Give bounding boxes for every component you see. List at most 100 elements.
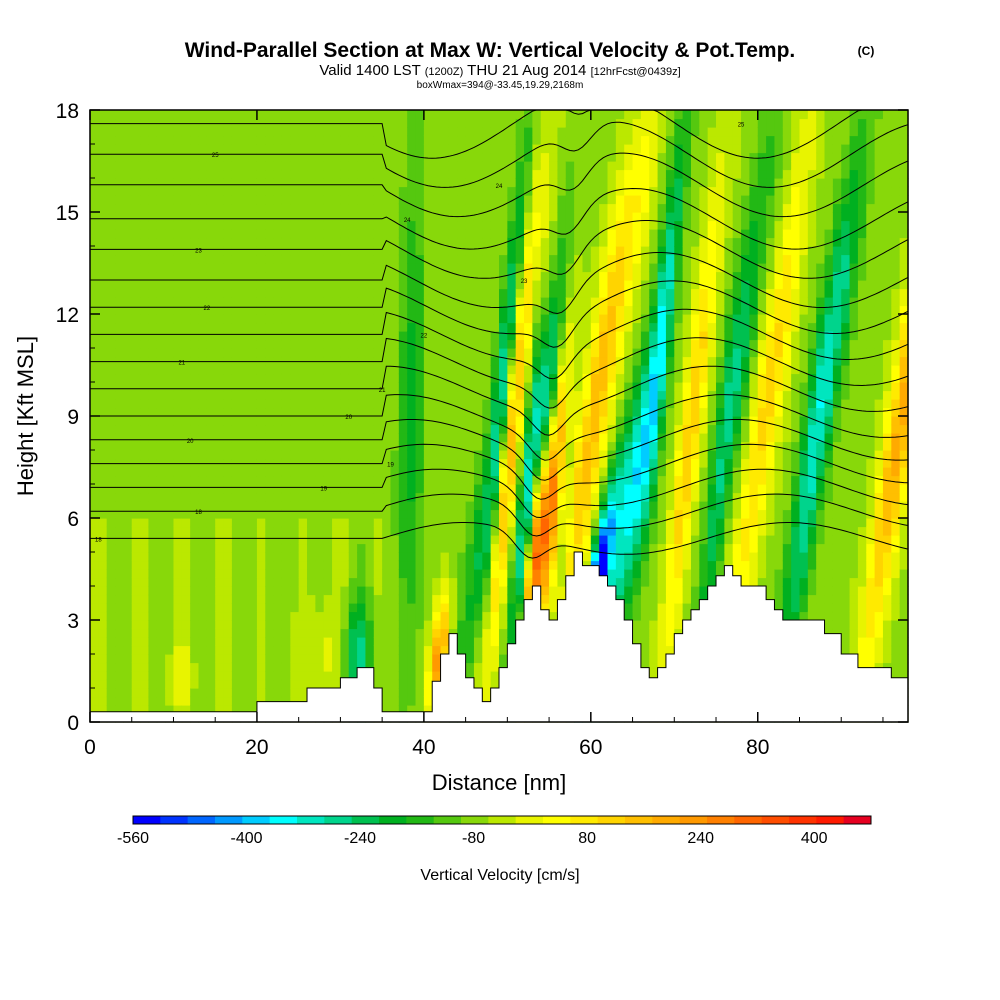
velocity-cell [332,178,342,188]
velocity-cell [382,152,392,162]
velocity-cell [332,501,342,511]
velocity-cell [315,450,325,460]
velocity-cell [181,543,191,553]
velocity-cell [307,671,316,681]
velocity-cell [190,467,200,477]
velocity-cell [532,458,542,468]
velocity-cell [215,577,225,587]
velocity-cell [348,339,358,349]
velocity-cell [240,441,250,451]
velocity-cell [340,637,350,647]
velocity-cell [540,501,550,511]
velocity-cell [323,620,333,630]
velocity-cell [574,416,584,426]
velocity-cell [115,212,124,222]
velocity-cell [348,577,358,587]
velocity-cell [223,603,233,613]
velocity-cell [148,186,158,196]
velocity-cell [265,679,275,689]
velocity-cell [190,348,200,358]
velocity-cell [365,475,375,485]
velocity-cell [190,441,200,451]
velocity-cell [106,348,116,358]
velocity-cell [98,390,108,400]
velocity-cell [156,416,166,426]
velocity-cell [332,467,342,477]
velocity-cell [574,390,584,400]
velocity-cell [432,271,442,281]
velocity-cell [490,611,500,621]
velocity-cell [599,441,609,451]
velocity-cell [273,246,283,256]
velocity-cell [281,416,291,426]
velocity-cell [365,220,375,230]
velocity-cell [206,594,216,604]
velocity-cell [432,509,442,519]
velocity-cell [307,416,316,426]
velocity-cell [574,509,584,519]
velocity-cell [574,220,584,230]
velocity-cell [340,399,350,409]
velocity-cell [490,526,500,536]
velocity-cell [632,458,642,468]
velocity-cell [499,620,508,630]
velocity-cell [248,509,258,519]
velocity-cell [123,161,133,171]
velocity-cell [332,645,342,655]
velocity-cell [240,696,250,706]
velocity-cell [340,569,350,579]
velocity-cell [348,560,358,570]
velocity-cell [198,662,208,672]
velocity-cell [231,501,241,511]
velocity-cell [248,212,258,222]
velocity-cell [323,501,333,511]
velocity-cell [607,152,617,162]
velocity-cell [340,450,350,460]
velocity-cell [190,509,200,519]
velocity-cell [298,586,308,596]
velocity-cell [607,288,617,298]
velocity-cell [624,263,634,273]
velocity-cell [524,526,533,536]
velocity-cell [607,433,617,443]
velocity-cell [240,229,250,239]
velocity-cell [231,543,241,553]
velocity-cell [373,620,383,630]
velocity-cell [348,135,358,145]
velocity-cell [549,220,559,230]
velocity-cell [223,441,233,451]
velocity-cell [231,458,241,468]
velocity-cell [398,535,408,545]
velocity-cell [273,594,283,604]
velocity-cell [649,237,659,247]
velocity-cell [106,484,116,494]
velocity-cell [365,543,375,553]
velocity-cell [198,169,208,179]
velocity-cell [640,526,650,536]
velocity-cell [281,365,291,375]
velocity-cell [348,229,358,239]
velocity-cell [298,331,308,341]
velocity-cell [574,297,584,307]
velocity-cell [298,271,308,281]
velocity-cell [448,552,458,562]
velocity-cell [398,229,408,239]
velocity-cell [248,458,258,468]
velocity-cell [298,645,308,655]
velocity-cell [190,586,200,596]
velocity-cell [507,212,517,222]
velocity-cell [315,475,325,485]
velocity-cell [123,220,133,230]
velocity-cell [173,237,183,247]
velocity-cell [599,458,609,468]
velocity-cell [140,169,150,179]
velocity-cell [440,577,450,587]
velocity-cell [432,118,442,128]
velocity-cell [515,288,525,298]
velocity-cell [398,144,408,154]
velocity-cell [515,365,525,375]
velocity-cell [373,611,383,621]
velocity-cell [423,586,433,596]
velocity-cell [549,560,559,570]
velocity-cell [98,705,108,715]
